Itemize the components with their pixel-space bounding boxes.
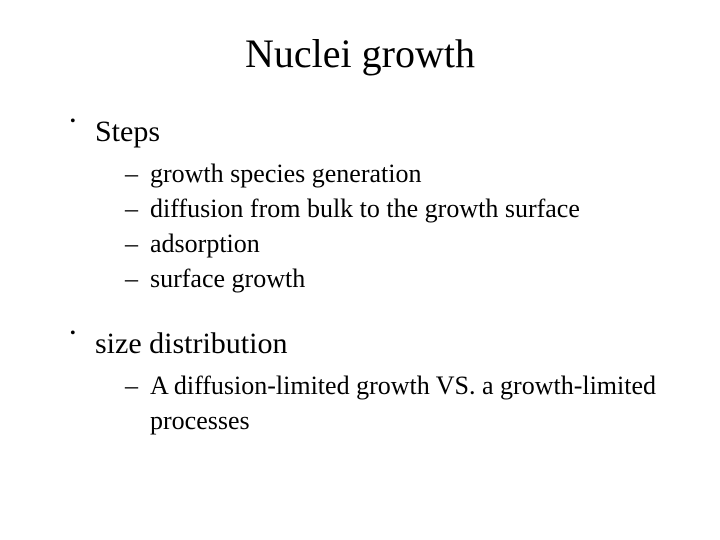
level1-label: Steps [70, 112, 670, 151]
list-item: Steps growth species generation diffusio… [70, 112, 670, 296]
list-item: diffusion from bulk to the growth surfac… [125, 191, 670, 226]
level1-label: size distribution [70, 324, 670, 363]
bullet-list-level2: growth species generation diffusion from… [70, 156, 670, 296]
bullet-list-level1: Steps growth species generation diffusio… [50, 112, 670, 439]
list-item: size distribution A diffusion-limited gr… [70, 324, 670, 438]
slide-container: Nuclei growth Steps growth species gener… [0, 0, 720, 487]
list-item: surface growth [125, 261, 670, 296]
list-item: growth species generation [125, 156, 670, 191]
bullet-list-level2: A diffusion-limited growth VS. a growth-… [70, 368, 670, 438]
slide-title: Nuclei growth [50, 30, 670, 77]
list-item: A diffusion-limited growth VS. a growth-… [125, 368, 670, 438]
list-item: adsorption [125, 226, 670, 261]
